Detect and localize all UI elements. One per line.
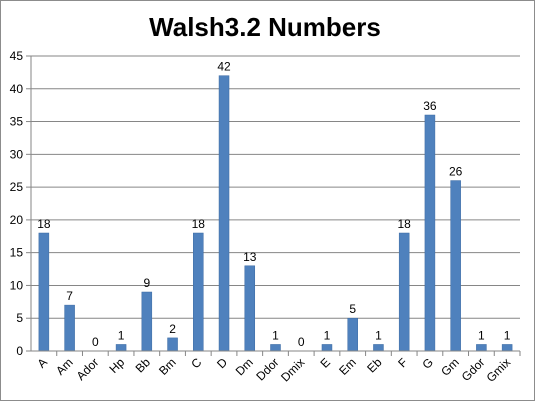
bar	[450, 180, 461, 352]
data-label: 0	[298, 335, 305, 349]
y-tick-label: 30	[10, 147, 24, 161]
data-label: 9	[143, 276, 150, 290]
bar	[64, 304, 75, 352]
x-tick-label: Gmix	[484, 355, 514, 385]
bar	[38, 232, 50, 352]
bar	[218, 75, 230, 352]
x-tick-label: Eb	[364, 355, 385, 376]
x-tick-label: Gm	[438, 355, 462, 379]
x-tick-label: Ador	[74, 355, 102, 383]
bar	[373, 344, 384, 352]
data-label: 2	[169, 322, 176, 336]
bar	[244, 265, 256, 352]
y-tick-label: 20	[10, 213, 24, 227]
x-tick-label: Dm	[233, 355, 256, 378]
data-label: 18	[37, 217, 51, 231]
data-label: 1	[118, 328, 125, 342]
x-tick-label: F	[395, 355, 410, 370]
x-tick-label: Em	[336, 355, 359, 378]
data-label: 36	[423, 99, 437, 113]
data-label: 1	[272, 328, 279, 342]
data-label: 5	[349, 302, 356, 316]
data-label: 1	[478, 328, 485, 342]
y-gridlines	[31, 55, 520, 319]
data-label: 1	[375, 328, 382, 342]
x-tick-label: A	[34, 355, 50, 371]
x-tick-label: Gdor	[459, 355, 488, 384]
x-tick-label: Bb	[133, 355, 154, 376]
data-label: 13	[243, 250, 257, 264]
y-axis: 0 5 10 15 20 25 30 35 40 45	[10, 49, 32, 358]
chart-title: Walsh3.2 Numbers	[149, 12, 381, 42]
data-label: 1	[324, 328, 331, 342]
data-labels: 18 7 0 1 9 2 18 42 13 1 0 1 5 1 18 36 26 1 1	[37, 60, 511, 349]
y-tick-label: 5	[16, 311, 23, 325]
data-label: 1	[504, 328, 511, 342]
x-tick-label: Am	[53, 355, 76, 378]
bars	[38, 75, 513, 352]
bar	[476, 344, 487, 352]
x-tick-label: C	[188, 355, 204, 371]
bar	[347, 317, 358, 352]
bar	[424, 114, 436, 352]
x-tick-label: D	[214, 355, 230, 371]
y-tick-label: 0	[16, 344, 23, 358]
x-tick-label: Bm	[156, 355, 179, 378]
y-tick-label: 35	[10, 115, 24, 129]
y-tick-label: 45	[10, 49, 24, 63]
data-label: 7	[66, 289, 73, 303]
x-tick-label: Ddor	[253, 355, 281, 383]
x-tick-label: E	[318, 355, 334, 371]
bar	[167, 337, 178, 352]
bar	[321, 344, 333, 352]
data-label: 18	[192, 217, 206, 231]
y-tick-label: 10	[10, 278, 24, 292]
bar	[501, 344, 513, 352]
x-tick-label: Dmix	[278, 355, 307, 384]
bar	[193, 232, 204, 352]
data-label: 42	[217, 60, 231, 74]
y-tick-label: 40	[10, 82, 24, 96]
x-tick-label: Hp	[106, 355, 127, 376]
bar	[270, 344, 281, 352]
data-label: 18	[398, 217, 412, 231]
y-tick-label: 15	[10, 246, 24, 260]
bar	[115, 344, 127, 352]
data-label: 0	[92, 335, 99, 349]
x-tick-label: G	[420, 355, 437, 372]
bar	[141, 291, 153, 352]
bar	[398, 232, 410, 352]
data-label: 26	[449, 165, 463, 179]
y-tick-label: 25	[10, 180, 24, 194]
